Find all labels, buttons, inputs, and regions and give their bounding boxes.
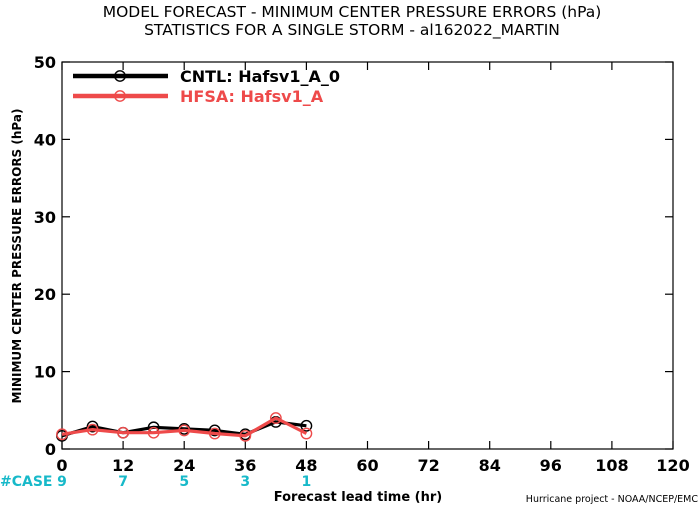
legend-label-2: HFSA: Hafsv1_A [180, 87, 324, 106]
legend-label-1: CNTL: Hafsv1_A_0 [180, 67, 340, 86]
series-1-point [208, 424, 221, 437]
series-2-point [117, 426, 130, 439]
x-tick-label: 12 [112, 456, 134, 475]
case-count: 3 [240, 474, 250, 490]
series-2-point [269, 412, 282, 424]
series-line-2 [61, 416, 308, 438]
plot-frame [61, 61, 674, 450]
case-count: 1 [302, 474, 312, 490]
case-count: 5 [179, 474, 189, 490]
x-tick-label: 84 [479, 456, 501, 475]
y-tick-label: 20 [34, 285, 56, 304]
series-2-point [86, 423, 99, 436]
x-axis-label: Forecast lead time (hr) [274, 490, 442, 505]
x-tick-label: 48 [295, 456, 317, 475]
chart-title-line-2: STATISTICS FOR A SINGLE STORM - al162022… [144, 21, 560, 40]
x-tick-label: 60 [356, 456, 378, 475]
series-2-point [239, 429, 252, 442]
series-1-point [300, 419, 313, 432]
case-label: #CASE [0, 474, 53, 490]
chart-title-line-1: MODEL FORECAST - MINIMUM CENTER PRESSURE… [103, 3, 602, 21]
credit-text: Hurricane project - NOAA/NCEP/EMC [526, 494, 699, 505]
y-tick-label: 40 [34, 130, 56, 149]
series-2-point [147, 426, 160, 439]
series-2-point [208, 427, 221, 440]
y-axis-label: MINIMUM CENTER PRESSURE ERRORS (hPa) [10, 109, 24, 404]
y-axis: 0 10 20 30 40 50 [34, 53, 673, 459]
legend-marker-1 [114, 70, 126, 82]
legend-marker-2 [114, 90, 126, 102]
x-tick-label: 96 [540, 456, 562, 475]
x-tick-label: 108 [595, 456, 628, 475]
case-count: 9 [57, 474, 67, 490]
y-tick-label: 10 [34, 363, 56, 382]
x-tick-label: 24 [173, 456, 195, 475]
y-tick-label: 30 [34, 208, 56, 227]
x-tick-label: 0 [56, 456, 67, 475]
series-2-point [178, 424, 191, 437]
x-tick-label: 72 [417, 456, 439, 475]
case-count: 7 [118, 474, 128, 490]
y-tick-label: 50 [34, 53, 56, 72]
series-2-point [56, 428, 68, 441]
x-tick-label: 120 [656, 456, 689, 475]
series-layer [56, 412, 313, 442]
series-1-point [86, 420, 99, 433]
x-tick-label: 36 [234, 456, 256, 475]
x-axis: 0 12 24 36 48 60 72 84 96 108 120 [56, 62, 690, 475]
series-2-point [300, 427, 313, 440]
case-counts: 9 7 5 3 1 [57, 474, 311, 490]
y-tick-label: 0 [45, 440, 56, 459]
